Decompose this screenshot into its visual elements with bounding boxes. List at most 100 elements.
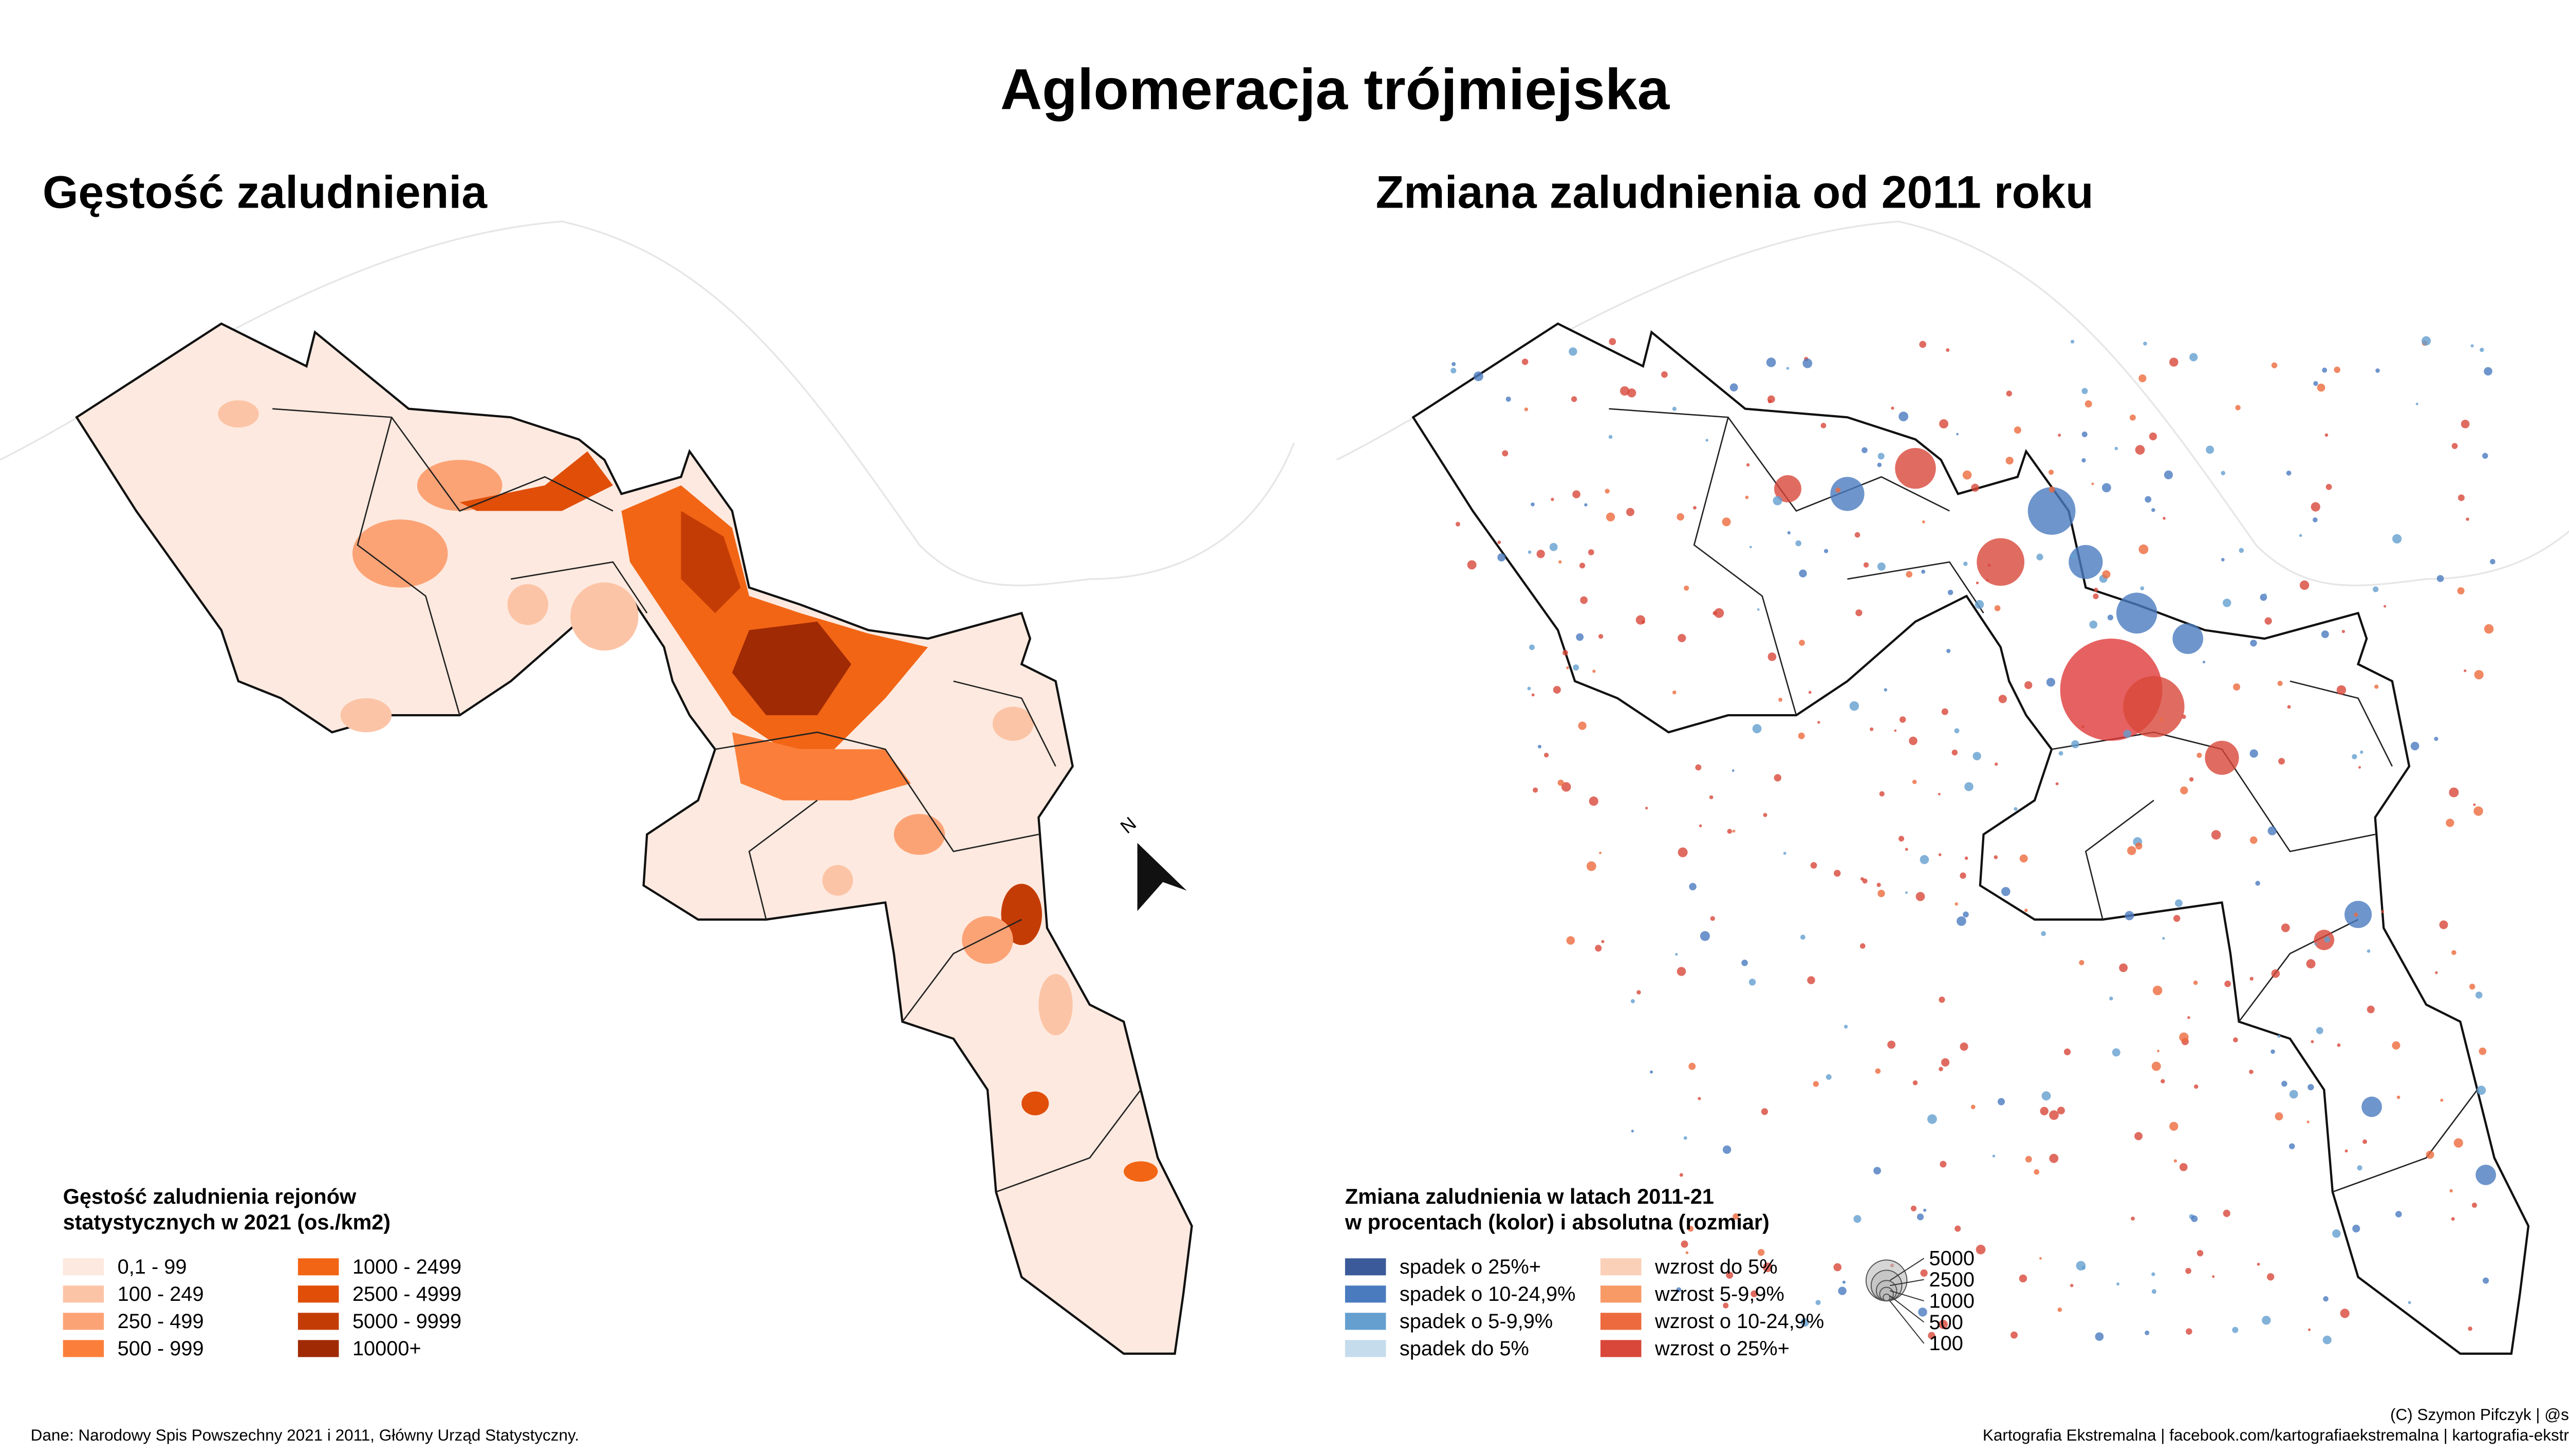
dot — [2249, 1069, 2254, 1074]
dot — [2306, 1121, 2310, 1124]
dot — [1687, 1225, 1694, 1232]
dot — [2381, 910, 2385, 913]
dot — [2063, 1048, 2071, 1056]
dot — [2470, 344, 2474, 348]
dot — [2314, 943, 2317, 946]
dot — [2277, 680, 2283, 686]
dot — [1823, 549, 1829, 553]
dot — [1898, 412, 1909, 422]
dot — [2287, 705, 2291, 709]
dot — [2480, 347, 2484, 352]
dot — [2426, 1150, 2434, 1159]
dot — [1954, 902, 1958, 906]
dot — [1576, 633, 1584, 641]
dot — [1762, 1262, 1773, 1273]
dot — [2131, 1216, 2135, 1221]
dot — [2102, 570, 2111, 578]
dot — [1807, 976, 1815, 984]
dot — [1778, 698, 1782, 702]
dot — [1557, 779, 1564, 786]
dot — [2202, 661, 2205, 664]
dot — [1810, 862, 1817, 869]
legend-label: 100 - 249 — [118, 1283, 204, 1305]
dot — [1502, 450, 1509, 457]
size-symbol — [1883, 1293, 1891, 1302]
dot — [1954, 728, 1960, 734]
dot — [1678, 633, 1686, 643]
dot — [1533, 787, 1538, 793]
dot — [2482, 453, 2488, 459]
dot — [1450, 367, 1457, 374]
dot — [1800, 1318, 1809, 1327]
dot — [2374, 684, 2379, 689]
dot — [2058, 751, 2063, 756]
dot — [2332, 1229, 2341, 1238]
dot — [2484, 624, 2494, 634]
dot — [1571, 396, 1577, 402]
dot — [1921, 569, 1926, 574]
dot — [1960, 872, 1966, 879]
dot — [2449, 1189, 2453, 1193]
legend-swatch — [297, 1285, 339, 1303]
dot — [2375, 368, 2380, 373]
dot — [1998, 695, 2007, 703]
dot — [1876, 883, 1881, 887]
dot — [1971, 483, 1979, 492]
dot — [1722, 517, 1731, 527]
dot — [1800, 935, 1805, 940]
dot — [2473, 803, 2476, 806]
dot — [2263, 593, 2267, 597]
dot — [2357, 1165, 2362, 1171]
dot — [1923, 1208, 1927, 1212]
dot — [1589, 796, 1598, 806]
dot — [1854, 532, 1860, 538]
dot — [1531, 502, 1535, 507]
dot — [2223, 1209, 2230, 1217]
dot — [2101, 483, 2111, 493]
dot — [2311, 1040, 2314, 1043]
dot — [1891, 406, 1894, 410]
dot — [1566, 936, 1575, 945]
dot — [2019, 854, 2028, 863]
dot — [2311, 502, 2320, 512]
density-patches — [218, 400, 1158, 1182]
legend-title: statystycznych w 2021 (os./km2) — [63, 1210, 391, 1234]
north-arrow: N — [1116, 813, 1187, 911]
legend-label: wzrost do 5% — [1654, 1256, 1778, 1278]
dot — [2396, 1095, 2400, 1099]
dot — [1875, 1068, 1881, 1074]
dot — [1505, 396, 1511, 402]
dot — [2451, 950, 2456, 955]
legend-swatch — [63, 1313, 104, 1330]
dot — [2123, 730, 2132, 738]
dot — [2367, 1005, 2375, 1014]
dot — [1941, 1058, 1950, 1067]
dot — [1964, 782, 1974, 791]
dot — [2249, 977, 2254, 981]
legend-swatch — [1600, 1340, 1642, 1357]
dot — [2278, 758, 2285, 765]
dot — [1976, 581, 1979, 585]
dot — [1941, 708, 1948, 715]
dot — [1954, 1225, 1961, 1232]
dot — [2275, 1112, 2283, 1121]
dot — [1451, 362, 1456, 366]
dot — [1919, 341, 1927, 348]
dot — [2469, 983, 2475, 990]
dot — [1678, 847, 1688, 857]
density-legend: Gęstość zaludnienia rejonówstatystycznyc… — [63, 1185, 461, 1360]
dot — [2173, 914, 2181, 922]
legend-label: spadek do 5% — [1400, 1337, 1529, 1360]
dot — [2005, 456, 2014, 465]
dot — [1813, 1081, 1819, 1087]
dot — [1884, 688, 1887, 692]
dot — [1569, 347, 1577, 356]
dot — [2040, 1107, 2049, 1115]
dot — [1757, 608, 1760, 611]
dot — [1684, 585, 1689, 591]
dot — [2140, 586, 2145, 590]
dot — [2392, 1041, 2400, 1050]
dot — [2193, 980, 2198, 985]
dot — [2135, 842, 2143, 850]
dot — [1689, 883, 1697, 891]
